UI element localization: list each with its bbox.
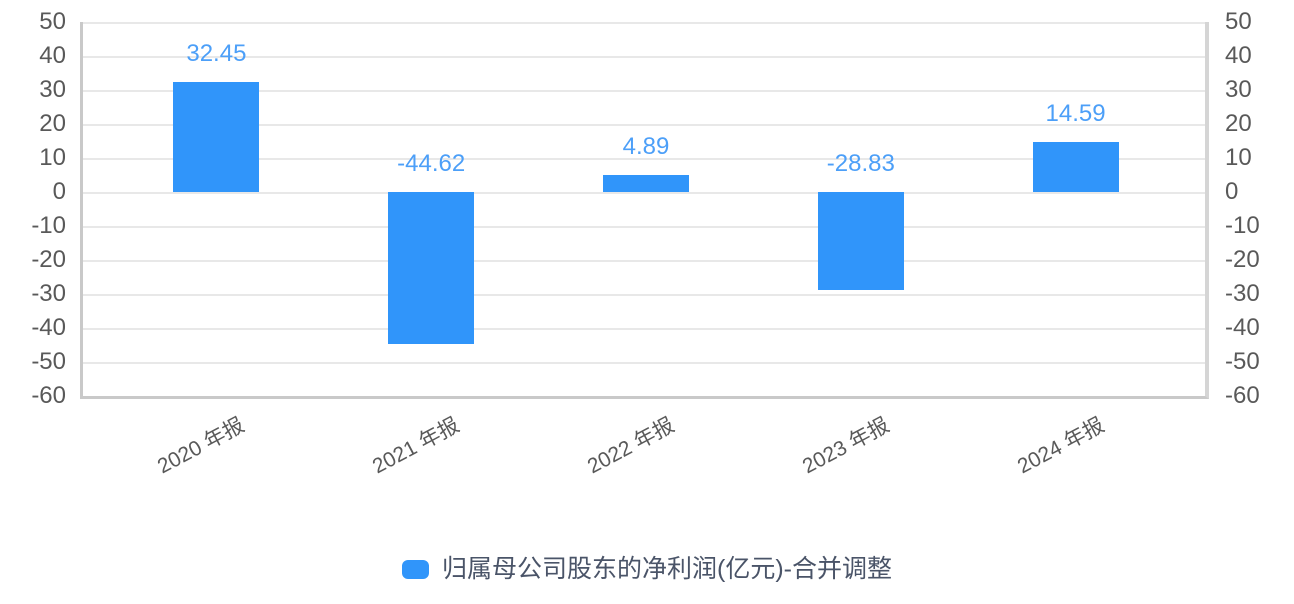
gridline (83, 294, 1205, 296)
bar-value-label: 4.89 (622, 133, 670, 161)
y-axis-tick-label: -40 (1225, 314, 1260, 341)
bar-value-label: -28.83 (826, 150, 895, 177)
gridline (83, 56, 1205, 58)
x-axis-label: 2021 年报 (369, 413, 464, 479)
y-axis-tick-label: -30 (31, 280, 66, 307)
gridline (83, 158, 1205, 160)
bar-value-label: 32.45 (186, 39, 247, 67)
bar-value-label: -44.62 (397, 150, 466, 177)
legend-marker-icon (402, 559, 429, 579)
y-axis-tick-label: 50 (39, 8, 66, 35)
y-axis-tick-label: -60 (31, 382, 66, 409)
x-axis-label: 2022 年报 (583, 413, 679, 479)
y-axis-tick-label: 0 (1225, 178, 1239, 205)
legend-label: 归属母公司股东的净利润(亿元)-合并调整 (442, 555, 892, 583)
bar[interactable] (173, 81, 260, 192)
y-axis-tick-label: -10 (31, 212, 66, 239)
y-axis-tick-label: -50 (31, 348, 66, 375)
gridline (83, 22, 1205, 24)
gridline (83, 90, 1205, 92)
bar[interactable] (817, 192, 904, 291)
gridline (83, 260, 1205, 262)
bar-slot: -44.62 (324, 22, 539, 396)
y-axis-tick-label: 10 (1225, 144, 1252, 171)
gridline (83, 192, 1205, 194)
y-axis-tick-label: -20 (1225, 246, 1260, 273)
legend-item[interactable]: 归属母公司股东的净利润(亿元)-合并调整 (0, 552, 1294, 586)
y-axis-tick-label: -50 (1225, 348, 1260, 375)
x-axis-label: 2024 年报 (1013, 413, 1108, 479)
y-axis-tick-label: -30 (1225, 280, 1260, 307)
gridline (83, 226, 1205, 228)
y-axis-tick-label: 40 (39, 42, 66, 69)
x-axis-label: 2020 年报 (154, 413, 249, 479)
y-axis-right: 50 40 30 20 10 0 -10 -20 -30 -40 -50 -60 (1225, 0, 1294, 604)
bar-slot: 14.59 (968, 22, 1183, 396)
y-axis-tick-label: -10 (1225, 212, 1260, 239)
y-axis-tick-label: 20 (1225, 110, 1252, 137)
y-axis-tick-label: 50 (1225, 8, 1252, 35)
y-axis-tick-label: -20 (31, 246, 66, 273)
y-axis-tick-label: 40 (1225, 42, 1252, 69)
bar[interactable] (602, 175, 689, 192)
plot-area: 32.45 -44.62 4.89 -28.83 14.59 (80, 22, 1209, 399)
y-axis-tick-label: -40 (31, 314, 66, 341)
y-axis-tick-label: 20 (39, 110, 66, 137)
gridline (83, 362, 1205, 364)
bar-value-label: 14.59 (1045, 100, 1106, 128)
bars-layer: 32.45 -44.62 4.89 -28.83 14.59 (109, 22, 1183, 396)
gridline (83, 328, 1205, 330)
y-axis-tick-label: 30 (39, 76, 66, 103)
y-axis-tick-label: 30 (1225, 76, 1252, 103)
bar[interactable] (388, 192, 475, 344)
bar-slot: -28.83 (753, 22, 968, 396)
bar-slot: 32.45 (109, 22, 324, 396)
bar-slot: 4.89 (539, 22, 754, 396)
bar[interactable] (1032, 142, 1119, 192)
y-axis-tick-label: 10 (39, 144, 66, 171)
y-axis-tick-label: -60 (1225, 382, 1260, 409)
y-axis-left: 50 40 30 20 10 0 -10 -20 -30 -40 -50 -60 (0, 0, 66, 604)
x-axis-label: 2023 年报 (798, 413, 893, 479)
gridline (83, 124, 1205, 126)
y-axis-tick-label: 0 (52, 178, 66, 205)
